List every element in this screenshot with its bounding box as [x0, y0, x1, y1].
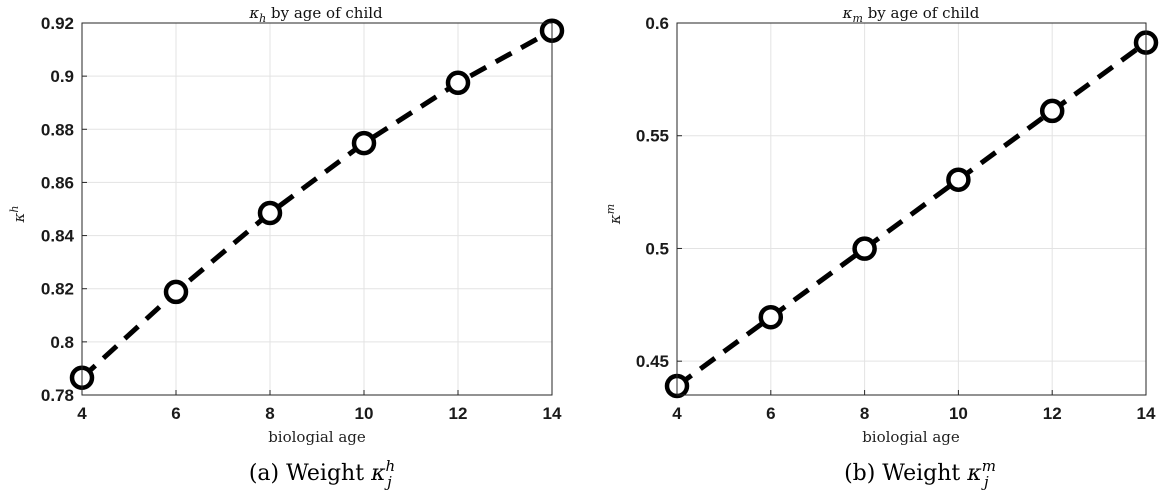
plot-area [677, 23, 1146, 395]
caption: (a) Weight κh j [249, 457, 395, 491]
data-point-marker [758, 304, 784, 330]
x-axis-ticks: 4 6 8 10 12 14 [672, 390, 1156, 423]
plot-area [82, 23, 552, 395]
plot-frame [81, 22, 553, 396]
x-tick-label: 10 [949, 404, 968, 423]
y-tick-label: 0.8 [50, 333, 74, 352]
x-axis-ticks: 4 6 8 10 12 14 [77, 390, 562, 423]
x-tick-label: 6 [171, 404, 180, 423]
x-tick-label: 14 [543, 404, 562, 423]
x-tick-label: 4 [77, 404, 87, 423]
y-tick-label: 0.84 [41, 227, 75, 246]
x-tick-label: 4 [672, 404, 682, 423]
y-tick-label: 0.78 [41, 386, 74, 405]
y-axis-title: κh [8, 206, 28, 224]
caption: (b) Weight κm j [844, 457, 996, 491]
y-tick-label: 0.92 [41, 14, 74, 33]
y-tick-label: 0.9 [50, 67, 74, 86]
data-point-marker [1039, 98, 1065, 124]
x-tick-label: 8 [265, 404, 274, 423]
data-point-marker [946, 167, 971, 192]
x-tick-label: 12 [1043, 404, 1062, 423]
x-tick-label: 10 [355, 404, 374, 423]
x-axis-title: biologial age [268, 428, 366, 446]
x-tick-label: 12 [449, 404, 468, 423]
y-tick-label: 0.5 [645, 239, 669, 258]
chart-panel-kappa-m: κm by age of child 4 6 8 10 12 14 0.45 0.5 0.55… [604, 4, 1159, 491]
y-axis-ticks: 0.78 0.8 0.82 0.84 0.86 0.88 0.9 0.92 [41, 14, 87, 405]
chart-title: κh by age of child [248, 4, 383, 25]
x-tick-label: 14 [1137, 404, 1156, 423]
y-axis-title: κm [604, 204, 624, 225]
data-point-marker [257, 200, 283, 226]
y-tick-label: 0.88 [41, 120, 74, 139]
y-tick-label: 0.55 [636, 127, 669, 146]
y-axis-ticks: 0.45 0.5 0.55 0.6 [636, 14, 682, 371]
x-axis-title: biologial age [862, 428, 960, 446]
y-tick-label: 0.82 [41, 280, 74, 299]
chart-title: κm by age of child [842, 4, 980, 25]
x-tick-label: 8 [860, 404, 869, 423]
data-point-marker [852, 236, 877, 261]
data-point-marker [351, 130, 377, 156]
series-line [675, 40, 1148, 388]
data-point-marker [445, 70, 471, 96]
data-point-marker [163, 279, 189, 305]
chart-panel-kappa-h: κh by age of child 4 6 8 10 12 14 0.78 0.8 0.82… [8, 4, 565, 491]
x-tick-label: 6 [766, 404, 775, 423]
y-tick-label: 0.86 [41, 173, 74, 192]
y-tick-label: 0.45 [636, 352, 669, 371]
y-tick-label: 0.6 [645, 14, 669, 33]
plot-frame [676, 22, 1147, 396]
series-line [80, 28, 554, 380]
